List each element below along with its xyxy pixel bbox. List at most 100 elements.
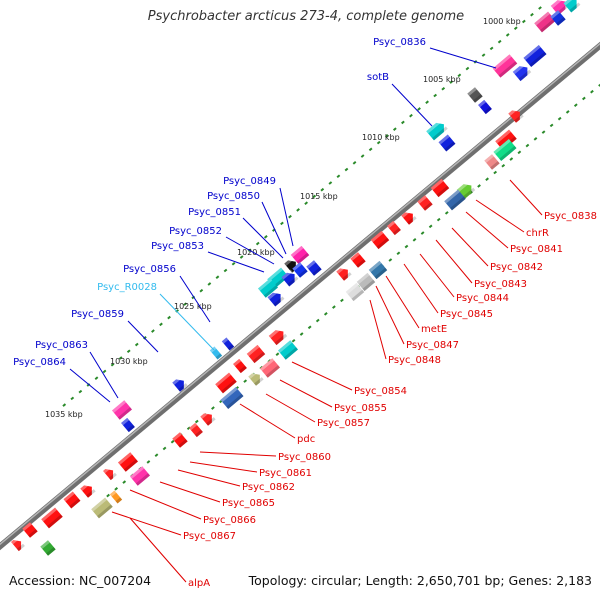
- gene-label-psyc-0852[interactable]: Psyc_0852: [169, 226, 222, 237]
- reverse-gene-feature[interactable]: [444, 189, 466, 211]
- gene-label-psyc-0866[interactable]: Psyc_0866: [203, 515, 256, 526]
- gene-label-mete[interactable]: metE: [421, 324, 447, 335]
- outer-tick-dot: [328, 181, 333, 185]
- reverse-gene-feature[interactable]: [189, 422, 203, 438]
- gene-label-psyc-0854[interactable]: Psyc_0854: [354, 386, 407, 397]
- forward-gene-feature[interactable]: [306, 260, 322, 276]
- gene-label-psyc-0855[interactable]: Psyc_0855: [334, 403, 387, 414]
- gene-label-psyc-0860[interactable]: Psyc_0860: [278, 452, 331, 463]
- gene-label-psyc-0850[interactable]: Psyc_0850: [207, 191, 260, 202]
- gene-label-psyc-0863[interactable]: Psyc_0863: [35, 340, 88, 351]
- forward-gene-feature[interactable]: [438, 134, 456, 152]
- gene-label-psyc-0841[interactable]: Psyc_0841: [510, 244, 563, 255]
- gene-label-psyc-0845[interactable]: Psyc_0845: [440, 309, 493, 320]
- gene-label-psyc-0838[interactable]: Psyc_0838: [544, 211, 597, 222]
- reverse-gene-feature[interactable]: [215, 372, 237, 394]
- reverse-gene-feature[interactable]: [430, 178, 450, 198]
- reverse-gene-feature[interactable]: [11, 536, 25, 552]
- gene-label-chrr[interactable]: chrR: [526, 228, 549, 239]
- gene-label-psyc-0847[interactable]: Psyc_0847: [406, 340, 459, 351]
- forward-gene-feature[interactable]: [267, 289, 285, 307]
- gene-label-psyc-0843[interactable]: Psyc_0843: [474, 279, 527, 290]
- reverse-gene-feature[interactable]: [350, 252, 366, 268]
- gene-label-psyc-0865[interactable]: Psyc_0865: [222, 498, 275, 509]
- reverse-gene-feature[interactable]: [172, 432, 188, 448]
- reverse-gene-feature[interactable]: [91, 497, 113, 519]
- reverse-gene-feature[interactable]: [268, 326, 288, 346]
- forward-gene-feature[interactable]: [467, 87, 483, 103]
- forward-gene-feature[interactable]: [523, 44, 547, 68]
- forward-gene-feature[interactable]: [112, 400, 132, 420]
- gene-label-psyc-0864[interactable]: Psyc_0864: [13, 357, 66, 368]
- forward-gene-feature[interactable]: [172, 376, 188, 392]
- reverse-gene-feature[interactable]: [401, 209, 417, 225]
- gene-label-psyc-0856[interactable]: Psyc_0856: [123, 264, 176, 275]
- gene-label-psyc-0862[interactable]: Psyc_0862: [242, 482, 295, 493]
- leader-line: [403, 263, 439, 314]
- reverse-gene-feature[interactable]: [109, 490, 123, 504]
- forward-gene-feature[interactable]: [292, 262, 308, 278]
- gene-label-psyc-0844[interactable]: Psyc_0844: [456, 293, 509, 304]
- reverse-gene-feature[interactable]: [336, 265, 352, 281]
- reverse-gene-feature[interactable]: [345, 282, 365, 302]
- reverse-gene-feature[interactable]: [41, 507, 63, 529]
- reverse-gene-feature[interactable]: [260, 358, 280, 378]
- forward-gene-feature[interactable]: [512, 62, 532, 82]
- reverse-gene-feature[interactable]: [387, 220, 401, 236]
- reverse-gene-feature[interactable]: [233, 358, 247, 374]
- reverse-gene-feature[interactable]: [103, 465, 117, 481]
- reverse-gene-feature[interactable]: [278, 340, 298, 360]
- outer-tick-dot: [110, 362, 115, 367]
- reverse-gene-feature[interactable]: [246, 344, 266, 364]
- reverse-gene-feature[interactable]: [22, 522, 38, 538]
- forward-gene-feature[interactable]: [281, 269, 299, 287]
- forward-gene-feature[interactable]: [426, 119, 448, 141]
- forward-gene-feature[interactable]: [534, 11, 556, 33]
- forward-gene-feature[interactable]: [258, 278, 278, 298]
- reverse-gene-feature[interactable]: [456, 180, 476, 200]
- reverse-gene-feature[interactable]: [493, 138, 517, 162]
- outer-tick-dot: [465, 66, 470, 71]
- forward-gene-feature[interactable]: [550, 10, 566, 26]
- gene-label-sotb[interactable]: sotB: [367, 72, 389, 83]
- reverse-gene-feature[interactable]: [40, 540, 56, 556]
- forward-gene-feature[interactable]: [563, 0, 581, 13]
- forward-gene-feature[interactable]: [121, 417, 135, 433]
- reverse-gene-feature[interactable]: [248, 370, 264, 386]
- gene-label-psyc-0867[interactable]: Psyc_0867: [183, 531, 236, 542]
- reverse-gene-feature[interactable]: [484, 154, 500, 170]
- gene-label-psyc-0842[interactable]: Psyc_0842: [490, 262, 543, 273]
- reverse-gene-feature[interactable]: [370, 230, 390, 250]
- gene-label-psyc-0853[interactable]: Psyc_0853: [151, 241, 204, 252]
- outer-tick-dot: [360, 154, 365, 158]
- outer-tick-dot: [159, 322, 163, 327]
- reverse-gene-feature[interactable]: [356, 272, 376, 292]
- gene-label-alpa[interactable]: alpA: [188, 578, 210, 589]
- gene-label-pdc[interactable]: pdc: [297, 434, 315, 445]
- reverse-gene-feature[interactable]: [417, 195, 433, 211]
- reverse-gene-feature[interactable]: [220, 386, 244, 410]
- reverse-gene-feature[interactable]: [80, 482, 96, 498]
- reverse-gene-feature[interactable]: [63, 491, 81, 509]
- outer-tick-dot: [457, 73, 462, 78]
- gene-label-psyc-0859[interactable]: Psyc_0859: [71, 309, 124, 320]
- reverse-gene-feature[interactable]: [368, 260, 388, 280]
- forward-gene-feature[interactable]: [550, 0, 570, 16]
- gene-label-psyc-r0028[interactable]: Psyc_R0028: [97, 282, 157, 293]
- reverse-gene-feature[interactable]: [508, 107, 524, 123]
- gene-label-psyc-0861[interactable]: Psyc_0861: [259, 468, 312, 479]
- forward-gene-feature[interactable]: [492, 54, 518, 78]
- reverse-gene-feature[interactable]: [130, 466, 150, 486]
- gene-label-psyc-0857[interactable]: Psyc_0857: [317, 418, 370, 429]
- forward-gene-feature[interactable]: [221, 337, 235, 351]
- forward-gene-feature[interactable]: [478, 99, 492, 115]
- forward-gene-feature[interactable]: [290, 245, 310, 265]
- leader-line: [199, 451, 277, 457]
- gene-label-psyc-0836[interactable]: Psyc_0836: [373, 37, 426, 48]
- gene-label-psyc-0849[interactable]: Psyc_0849: [223, 176, 276, 187]
- forward-gene-feature[interactable]: [209, 346, 223, 360]
- reverse-gene-feature[interactable]: [200, 410, 216, 426]
- gene-label-psyc-0851[interactable]: Psyc_0851: [188, 207, 241, 218]
- reverse-gene-feature[interactable]: [118, 452, 138, 472]
- gene-label-psyc-0848[interactable]: Psyc_0848: [388, 355, 441, 366]
